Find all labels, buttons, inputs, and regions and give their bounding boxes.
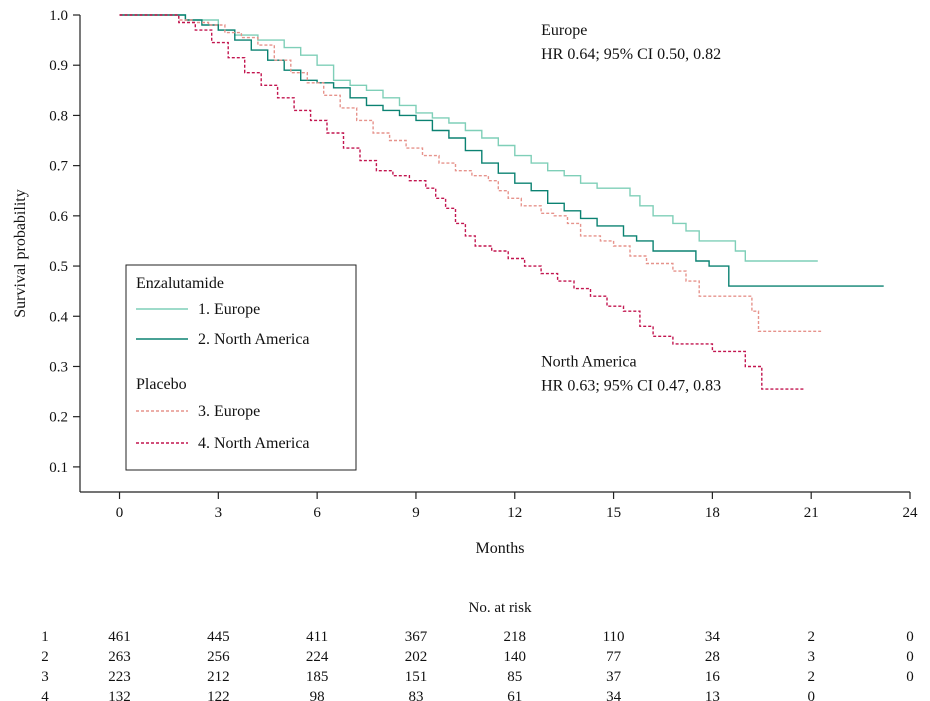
- risk-table-title: No. at risk: [469, 600, 532, 616]
- risk-row-label: 1: [41, 629, 49, 645]
- x-axis-title: Months: [476, 540, 525, 557]
- legend-box: [125, 264, 357, 471]
- y-tick-label: 1.0: [49, 8, 68, 24]
- y-tick-label: 0.4: [49, 309, 68, 325]
- hr-annotation-2: North America: [541, 353, 637, 370]
- axes: 0.1 0.2 0.3 0.4 0.5 0.6 0.7 0.8 0.9 1.0 0 3 6 9 12 15 18…: [12, 8, 918, 557]
- risk-cell: 0: [807, 689, 815, 701]
- x-tick-label: 12: [507, 505, 522, 521]
- hr-annotation-1: HR 0.64; 95% CI 0.50, 0.82: [541, 46, 721, 63]
- risk-cell: 77: [606, 649, 622, 665]
- risk-row-label: 3: [41, 669, 49, 685]
- x-tick-label: 15: [606, 505, 621, 521]
- curve-series-1: [119, 14, 818, 262]
- risk-cell: 13: [705, 689, 720, 701]
- x-tick-label: 24: [903, 505, 919, 521]
- risk-cell: 16: [705, 669, 721, 685]
- risk-cell: 110: [603, 629, 625, 645]
- y-tick-label: 0.1: [49, 460, 68, 476]
- legend-label-3: 3. Europe: [198, 403, 260, 420]
- legend: Enzalutamide 1. Europe 2. North America Pla…: [125, 264, 357, 471]
- risk-cell: 185: [306, 669, 329, 685]
- y-axis-title: Survival probability: [12, 189, 29, 317]
- risk-cell: 61: [507, 689, 522, 701]
- risk-row-label: 4: [41, 689, 49, 701]
- x-tick-label: 6: [313, 505, 321, 521]
- risk-cell: 212: [207, 669, 230, 685]
- y-tick-label: 0.7: [49, 159, 68, 175]
- risk-cell: 98: [310, 689, 325, 701]
- risk-cell: 0: [906, 649, 914, 665]
- curve-series-4: [119, 14, 805, 390]
- legend-group-title: Placebo: [136, 376, 187, 393]
- risk-cell: 85: [507, 669, 522, 685]
- risk-cell: 223: [108, 669, 131, 685]
- curve-series-2: [119, 14, 884, 287]
- risk-cell: 367: [405, 629, 428, 645]
- y-tick-label: 0.6: [49, 209, 68, 225]
- curve-series-3: [119, 14, 822, 332]
- y-tick-label: 0.8: [49, 108, 68, 124]
- y-tick-label: 0.9: [49, 58, 68, 74]
- risk-cell: 83: [408, 689, 423, 701]
- x-tick-label: 21: [804, 505, 819, 521]
- risk-cell: 34: [705, 629, 721, 645]
- risk-cell: 0: [906, 629, 914, 645]
- legend-group-title: Enzalutamide: [136, 275, 224, 292]
- x-tick-label: 0: [116, 505, 124, 521]
- hr-annotation-2: HR 0.63; 95% CI 0.47, 0.83: [541, 377, 721, 394]
- y-tick-label: 0.5: [49, 259, 68, 275]
- risk-cell: 224: [306, 649, 329, 665]
- risk-cell: 263: [108, 649, 131, 665]
- legend-label-4: 4. North America: [198, 435, 310, 452]
- risk-cell: 256: [207, 649, 230, 665]
- risk-cell: 2: [807, 669, 815, 685]
- risk-cell: 461: [108, 629, 131, 645]
- risk-cell: 28: [705, 649, 720, 665]
- risk-cell: 445: [207, 629, 230, 645]
- legend-label-1: 1. Europe: [198, 301, 260, 318]
- risk-cell: 122: [207, 689, 230, 701]
- x-tick-label: 18: [705, 505, 720, 521]
- risk-row-label: 2: [41, 649, 49, 665]
- annotations: Europe HR 0.64; 95% CI 0.50, 0.82 North Am…: [541, 22, 721, 394]
- legend-label-2: 2. North America: [198, 331, 310, 348]
- risk-cell: 411: [306, 629, 328, 645]
- risk-cell: 3: [807, 649, 815, 665]
- y-tick-label: 0.3: [49, 359, 68, 375]
- x-tick-label: 9: [412, 505, 420, 521]
- risk-cell: 0: [906, 669, 914, 685]
- hr-annotation-1: Europe: [541, 22, 587, 39]
- x-tick-label: 3: [215, 505, 223, 521]
- y-tick-label: 0.2: [49, 410, 68, 426]
- risk-cell: 202: [405, 649, 428, 665]
- risk-cell: 140: [504, 649, 527, 665]
- survival-curves: [119, 14, 884, 390]
- risk-cell: 2: [807, 629, 815, 645]
- risk-cell: 37: [606, 669, 622, 685]
- risk-cell: 34: [606, 689, 622, 701]
- risk-cell: 218: [504, 629, 527, 645]
- risk-cell: 132: [108, 689, 131, 701]
- risk-cell: 151: [405, 669, 428, 685]
